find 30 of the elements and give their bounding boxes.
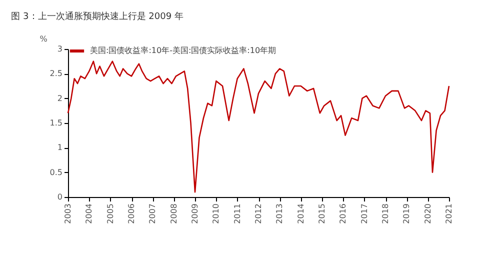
x-tick-label: 2005 bbox=[106, 204, 115, 224]
x-tick-label: 2018 bbox=[381, 204, 390, 224]
y-tick-label: 0.5 bbox=[50, 168, 62, 177]
x-tick-label: 2014 bbox=[296, 204, 306, 224]
legend-label: 美国:国债收益率:10年-美国:国债实际收益率:10年期 bbox=[90, 46, 276, 55]
y-tick-label: 2 bbox=[57, 94, 62, 103]
y-tick-label: 0 bbox=[57, 192, 62, 202]
x-tick-label: 2006 bbox=[127, 204, 136, 224]
x-tick-label: 2011 bbox=[232, 204, 242, 224]
x-tick-label: 2010 bbox=[212, 204, 221, 224]
x-tick-label: 2016 bbox=[338, 204, 348, 224]
x-tick-label: 2008 bbox=[169, 204, 178, 224]
x-tick-label: 2020 bbox=[423, 204, 432, 224]
x-tick-label: 2017 bbox=[360, 204, 369, 224]
x-tick-label: 2004 bbox=[84, 204, 94, 224]
x-tick-label: 2009 bbox=[190, 204, 200, 224]
y-tick-label: 1 bbox=[57, 143, 62, 152]
x-tick-label: 2012 bbox=[254, 204, 263, 224]
x-tick-label: 2003 bbox=[64, 204, 72, 224]
x-tick-label: 2007 bbox=[148, 204, 158, 224]
x-tick-label: 2013 bbox=[275, 204, 284, 224]
x-tick-label: 2019 bbox=[402, 204, 412, 224]
x-tick-label: 2021 bbox=[444, 204, 454, 224]
y-tick-label: 2.5 bbox=[50, 69, 62, 78]
y-tick-label: 1.5 bbox=[50, 118, 62, 128]
line-series bbox=[67, 60, 450, 193]
chart-title: 图 3：上一次通胀预期快速上行是 2009 年 bbox=[11, 11, 184, 22]
x-tick-label: 2015 bbox=[318, 204, 326, 224]
y-axis-title: % bbox=[40, 34, 48, 44]
y-tick-label: 3 bbox=[57, 44, 62, 54]
